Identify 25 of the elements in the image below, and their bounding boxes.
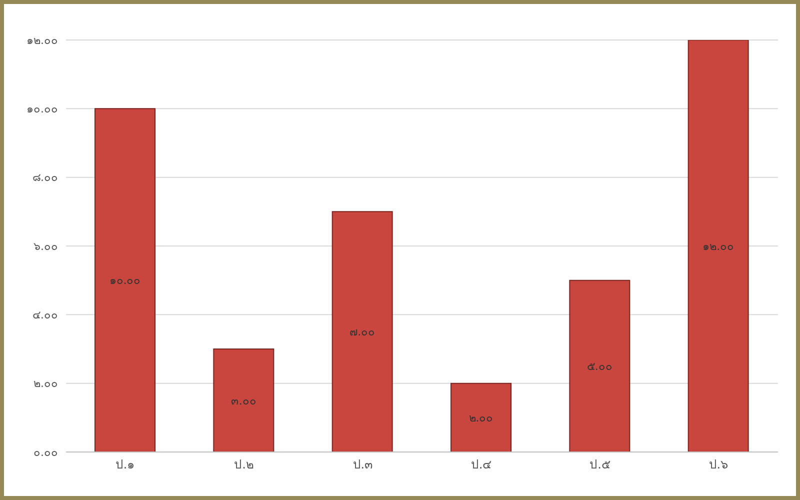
x-tick-label: ป.๒ [234, 458, 254, 472]
x-tick-label: ป.๔ [470, 458, 492, 472]
bar [213, 348, 274, 452]
bar [569, 280, 630, 452]
y-tick-label: ๑๐.๐๐ [26, 102, 58, 116]
data-label: ๑๐.๐๐ [109, 274, 141, 288]
data-label: ๑๒.๐๐ [702, 240, 734, 253]
y-tick-label: ๑๒.๐๐ [26, 34, 58, 47]
data-label: ๗.๐๐ [350, 326, 376, 339]
bar [450, 382, 512, 452]
bar [332, 211, 393, 452]
bar [94, 108, 156, 452]
x-tick-label: ป.๕ [590, 458, 610, 472]
data-label: ๕.๐๐ [586, 360, 612, 374]
data-label: ๓.๐๐ [230, 394, 256, 408]
x-tick-label: ป.๖ [708, 458, 729, 472]
y-tick-label: ๘.๐๐ [32, 171, 58, 184]
y-tick-label: ๔.๐๐ [32, 308, 58, 322]
x-tick-label: ป.๓ [352, 458, 373, 472]
data-label: ๒.๐๐ [468, 412, 494, 425]
y-tick-label: ๒.๐๐ [34, 377, 58, 390]
y-tick-label: ๐.๐๐ [34, 446, 58, 459]
bar [688, 40, 749, 452]
y-tick-label: ๖.๐๐ [34, 240, 58, 253]
x-tick-label: ป.๑ [115, 458, 136, 472]
